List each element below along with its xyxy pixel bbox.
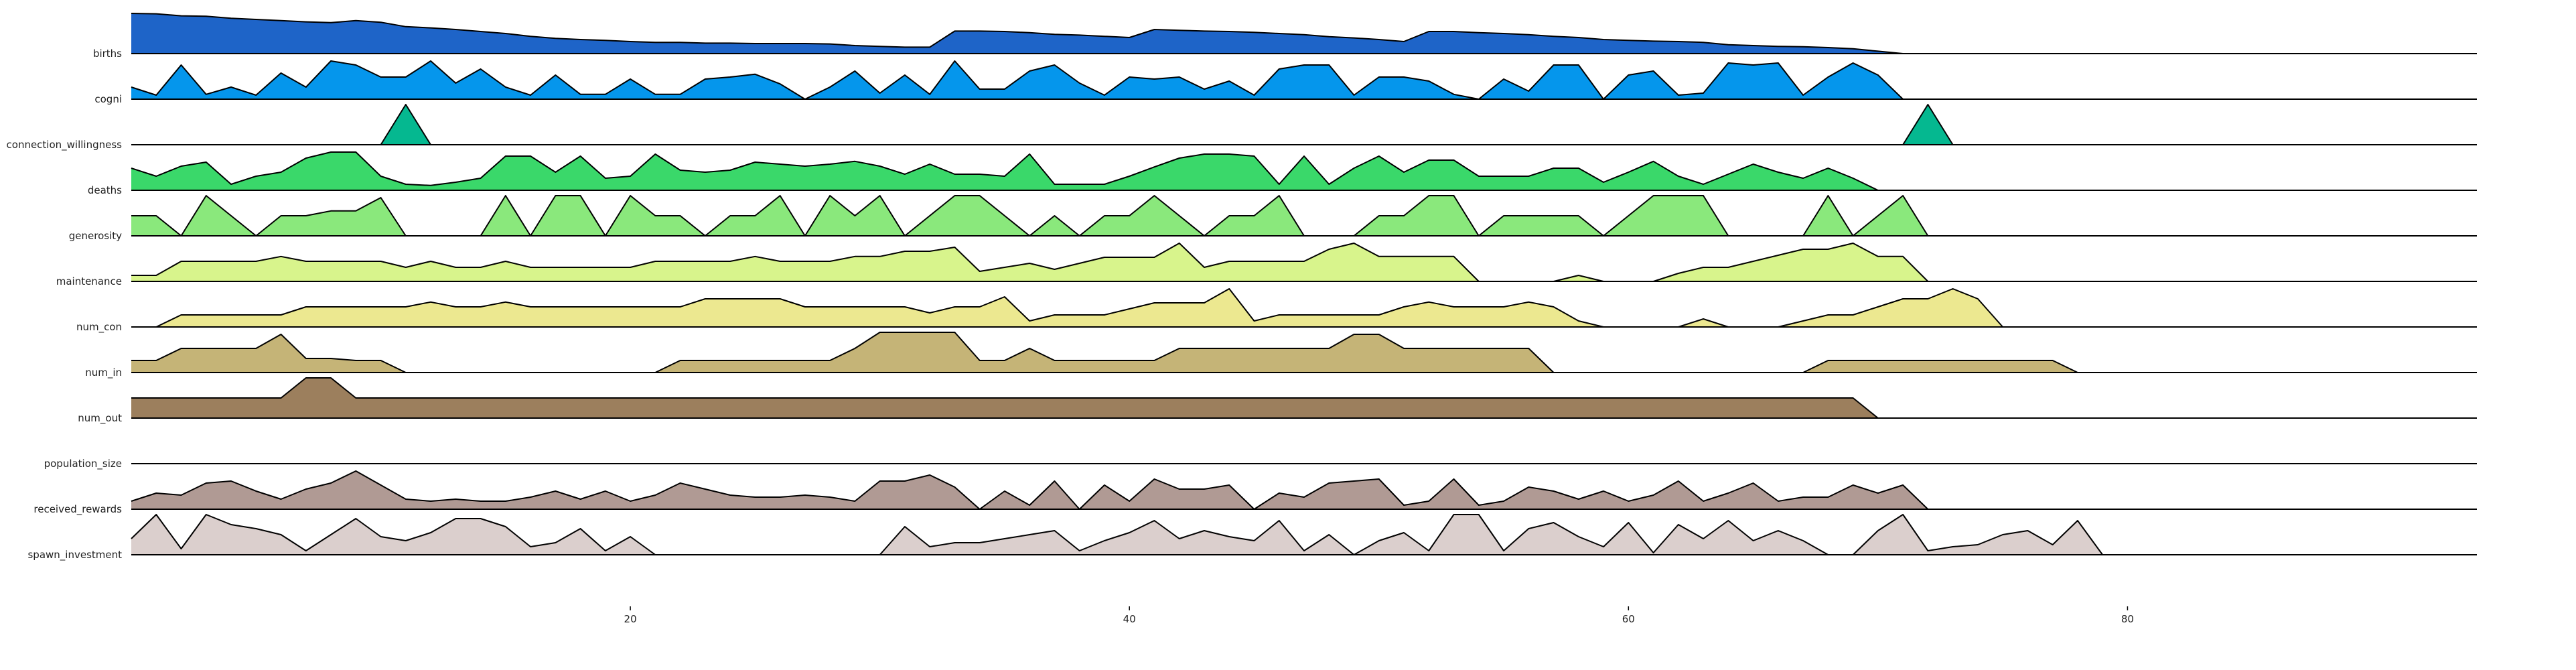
x-tick-label-60: 60	[1622, 613, 1635, 625]
x-tick-label-40: 40	[1123, 613, 1136, 625]
series-label-num_out: num_out	[78, 412, 122, 425]
ridge-area-received_rewards	[131, 471, 1928, 509]
ridge-population_size: population_size	[44, 458, 2477, 470]
series-label-received_rewards: received_rewards	[33, 503, 122, 516]
ridge-line-deaths	[131, 151, 1879, 191]
series-label-deaths: deaths	[88, 184, 122, 196]
ridge-line-spawn_investment	[131, 514, 2103, 555]
ridge-num_con: num_con	[76, 288, 2477, 334]
ridge-spawn_investment: spawn_investment	[27, 514, 2477, 561]
ridge-births: births	[93, 13, 2477, 60]
series-label-maintenance: maintenance	[56, 275, 122, 287]
ridge-received_rewards: received_rewards	[33, 470, 2477, 516]
ridge-cogni: cogni	[94, 60, 2477, 105]
ridge-maintenance: maintenance	[56, 243, 2477, 287]
series-label-generosity: generosity	[69, 230, 122, 242]
ridge-generosity: generosity	[69, 195, 2477, 242]
ridge-num_out: num_out	[78, 377, 2477, 425]
ridge-area-num_in	[131, 332, 2078, 373]
series-label-births: births	[93, 48, 122, 60]
ridge-num_in: num_in	[85, 332, 2477, 379]
series-label-num_in: num_in	[85, 366, 122, 379]
ridge-line-births	[131, 13, 1904, 54]
ridge-deaths: deaths	[88, 151, 2477, 196]
ridge-area-spawn_investment	[131, 515, 2103, 555]
ridge-connection_willingness: connection_willingness	[7, 104, 2477, 151]
ridge-area-connection_willingness	[131, 105, 1953, 145]
x-tick-label-20: 20	[624, 613, 637, 625]
series-label-num_con: num_con	[76, 321, 122, 334]
x-tick-label-80: 80	[2121, 613, 2134, 625]
ridge-line-num_con	[131, 288, 2003, 328]
ridge-area-births	[131, 13, 1904, 54]
x-axis: 20 40 60 80	[624, 606, 2134, 625]
ridge-line-received_rewards	[131, 470, 1929, 510]
ridge-line-cogni	[131, 60, 1904, 100]
series-label-population_size: population_size	[44, 458, 122, 470]
series-label-connection_willingness: connection_willingness	[7, 139, 123, 151]
series-label-cogni: cogni	[94, 93, 122, 105]
ridge-area-generosity	[131, 196, 1928, 236]
ridge-area-deaths	[131, 152, 1878, 190]
ridge-area-maintenance	[131, 243, 1928, 281]
ridge-line-num_out	[131, 377, 1879, 419]
series-label-spawn_investment: spawn_investment	[27, 549, 122, 561]
ridge-area-num_con	[131, 289, 2003, 327]
